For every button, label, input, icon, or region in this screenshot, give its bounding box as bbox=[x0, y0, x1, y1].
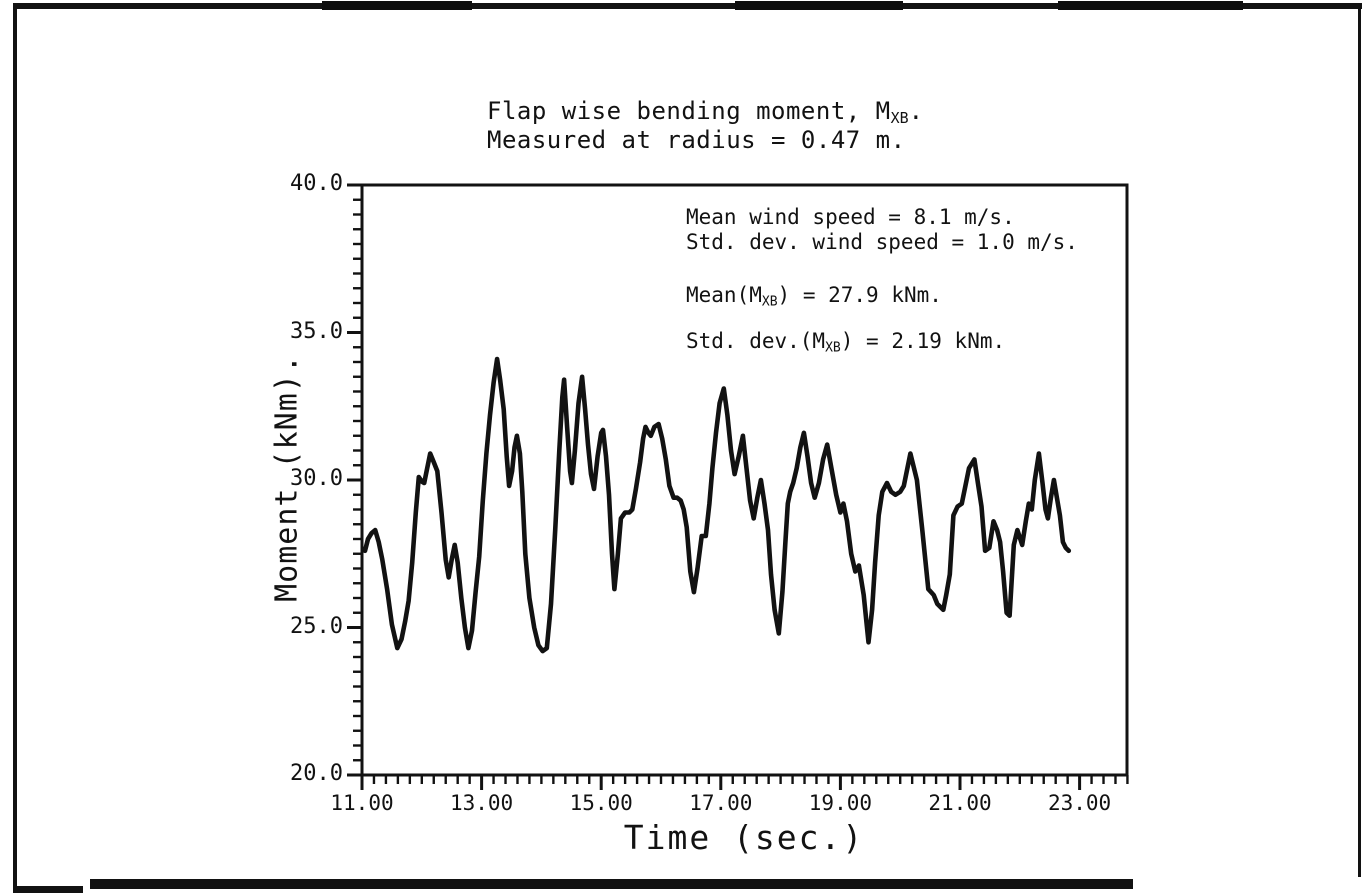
x-axis-title: Time (sec.) bbox=[623, 818, 865, 857]
chart-title-line2: Measured at radius = 0.47 m. bbox=[487, 126, 906, 154]
y-tick-label: 30.0 bbox=[290, 466, 343, 491]
x-tick-label: 15.00 bbox=[569, 791, 633, 815]
y-tick-label: 20.0 bbox=[290, 761, 343, 786]
chart-title-text: Flap wise bending moment, M bbox=[487, 97, 891, 125]
x-tick-label: 21.00 bbox=[928, 791, 992, 815]
annotation-mean-wind-speed: Mean wind speed = 8.1 m/s. bbox=[686, 205, 1015, 229]
scan-smudge bbox=[322, 1, 472, 10]
y-tick-label: 25.0 bbox=[290, 613, 343, 639]
x-tick-label: 11.00 bbox=[330, 791, 394, 815]
y-tick-label: 35.0 bbox=[290, 318, 343, 344]
chart-title-line1: Flap wise bending moment, MXB. bbox=[487, 97, 924, 128]
page-border-right bbox=[1358, 3, 1361, 877]
scan-smudge bbox=[1058, 1, 1243, 10]
scan-artifact-bar bbox=[90, 879, 1133, 889]
moment-subscript: XB bbox=[825, 340, 841, 356]
moment-subscript: XB bbox=[761, 294, 778, 310]
page-border-bottom bbox=[13, 886, 83, 893]
x-tick-label: 23.00 bbox=[1047, 791, 1112, 815]
x-tick-label: 19.00 bbox=[808, 791, 872, 815]
y-tick-label: 40.0 bbox=[290, 171, 343, 196]
annotation-mean-moment: Mean(MXB) = 27.9 kNm. bbox=[686, 283, 942, 310]
plot-frame bbox=[360, 183, 1129, 777]
moment-time-series-line bbox=[362, 356, 1072, 654]
annotation-std-moment: Std. dev.(MXB) = 2.19 kNm. bbox=[686, 329, 1006, 356]
page-border-left bbox=[13, 3, 17, 892]
page-border-top bbox=[13, 3, 1362, 9]
annotation-std-wind-speed: Std. dev. wind speed = 1.0 m/s. bbox=[686, 230, 1078, 254]
scan-smudge bbox=[735, 1, 903, 10]
x-tick-label: 13.00 bbox=[449, 791, 514, 815]
x-tick-label: 17.00 bbox=[689, 791, 753, 815]
title-subscript: XB bbox=[890, 109, 909, 128]
